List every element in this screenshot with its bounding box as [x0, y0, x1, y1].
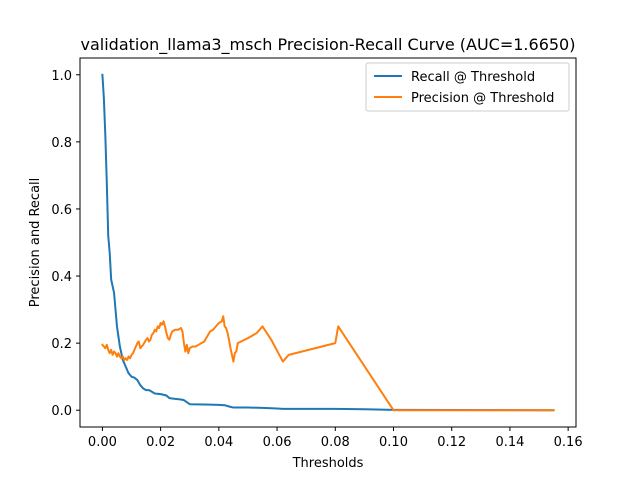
y-tick-label: 0.6 [51, 203, 72, 218]
legend-box [365, 62, 570, 112]
y-tick-label: 0.8 [51, 136, 72, 151]
x-tick-label: 0.10 [379, 435, 408, 450]
legend-label-recall: Recall @ Threshold [411, 70, 535, 85]
x-tick-label: 0.12 [437, 435, 466, 450]
y-tick-label: 0.0 [51, 404, 72, 419]
x-tick-label: 0.04 [204, 435, 233, 450]
y-tick-label: 0.4 [51, 270, 72, 285]
y-tick-label: 0.2 [51, 337, 72, 352]
series-line-recall [101, 73, 555, 412]
x-tick-label: 0.00 [88, 435, 117, 450]
x-tick-label: 0.08 [321, 435, 350, 450]
x-tick-label: 0.14 [495, 435, 524, 450]
x-axis-label: Thresholds [292, 456, 364, 471]
chart-title: validation_llama3_msch Precision-Recall … [81, 35, 576, 55]
y-axis-label: Precision and Recall [28, 178, 43, 308]
series-line-precision [100, 315, 555, 412]
y-tick-label: 1.0 [51, 69, 72, 84]
plot-area [79, 57, 577, 428]
x-axis-ticks: 0.00 0.02 0.04 0.06 0.08 0.10 0.12 0.14 0.16 [88, 427, 583, 450]
x-tick-label: 0.06 [263, 435, 292, 450]
legend: Recall @ Threshold Precision @ Threshold [365, 62, 570, 112]
axes-frame [79, 57, 577, 428]
legend-label-precision: Precision @ Threshold [411, 91, 554, 106]
x-tick-label: 0.02 [146, 435, 175, 450]
y-axis-ticks: 0.0 0.2 0.4 0.6 0.8 1.0 [51, 69, 80, 419]
x-tick-label: 0.16 [554, 435, 583, 450]
